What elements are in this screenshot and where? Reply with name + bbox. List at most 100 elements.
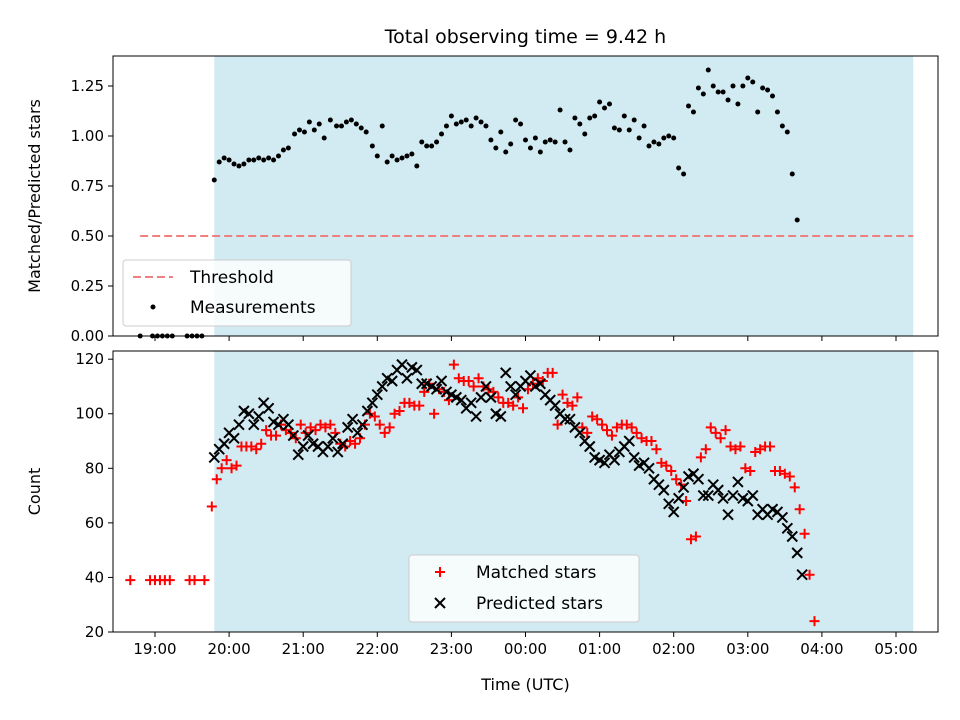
predicted-star-point — [455, 394, 467, 406]
measurement-point — [715, 89, 721, 95]
measurement-point — [631, 117, 637, 123]
matched-star-point — [463, 376, 474, 387]
predicted-star-point — [371, 388, 384, 401]
matched-star-point — [350, 438, 361, 449]
matched-star-point — [295, 419, 306, 430]
predicted-star-point — [248, 418, 260, 431]
matched-star-point — [374, 419, 385, 430]
predicted-star-point — [337, 438, 349, 450]
measurement-point — [448, 113, 454, 119]
matched-star-point — [547, 367, 558, 378]
matched-star-point — [125, 575, 136, 586]
measurement-point — [789, 171, 795, 177]
measurement-point — [251, 157, 257, 163]
measurement-point — [458, 119, 464, 125]
measurement-point — [518, 121, 524, 127]
ratio-panel: 0.00 0.25 0.50 0.75 1.00 1.25 Matched/Predicte… — [25, 26, 939, 345]
y-tick-label: 40 — [85, 568, 104, 586]
matched-star-point — [700, 444, 711, 455]
y-tick-label: 0.00 — [71, 327, 104, 345]
legend-box — [408, 554, 640, 623]
measurement-point — [463, 117, 469, 123]
y-tick-label: 1.00 — [71, 127, 104, 145]
matched-star-point — [602, 425, 613, 436]
measurement-point — [439, 131, 445, 137]
matched-star-point — [784, 471, 795, 482]
matched-star-point — [199, 575, 210, 586]
y-axis-label: Matched/Predicted stars — [25, 99, 44, 293]
predicted-star-point — [233, 418, 245, 431]
y-tick-label: 20 — [85, 623, 104, 641]
x-tick-label: 05:00 — [874, 640, 917, 658]
measurement-point — [562, 139, 568, 145]
measurement-point — [774, 109, 780, 115]
measurement-point — [483, 123, 489, 129]
matched-star-point — [745, 466, 756, 477]
matched-star-point — [666, 466, 677, 477]
matched-star-point — [720, 425, 731, 436]
measurement-point — [285, 145, 291, 151]
predicted-star-point — [559, 413, 571, 425]
x-tick-label: 19:00 — [133, 640, 176, 658]
measurement-point — [661, 135, 667, 141]
measurement-point — [730, 83, 736, 89]
matched-star-point — [221, 455, 232, 466]
measurement-point — [508, 141, 514, 147]
measurement-point — [256, 155, 262, 161]
measurement-point — [611, 125, 617, 131]
measurement-point — [363, 129, 369, 135]
measurement-point — [606, 101, 612, 107]
predicted-star-point — [282, 418, 295, 431]
measurement-point — [389, 153, 395, 159]
measurement-point — [271, 157, 277, 163]
measurement-point — [602, 105, 608, 111]
measurement-point — [296, 127, 302, 133]
measurement-point — [770, 93, 776, 99]
measurement-point — [261, 157, 267, 163]
measurement-point — [532, 135, 538, 141]
measurement-point — [409, 151, 415, 157]
predicted-star-point — [228, 432, 240, 445]
measurement-point — [572, 115, 578, 121]
legend: Matched stars Predicted stars — [408, 554, 640, 623]
predicted-star-point — [643, 462, 655, 475]
predicted-star-point — [677, 481, 690, 494]
predicted-star-point — [732, 476, 744, 488]
measurement-point — [231, 161, 237, 167]
predicted-star-point — [435, 375, 448, 387]
count-panel: 20 40 60 80 100 120 19:00 20:00 21:00 22:00 23:00 0… — [25, 350, 939, 694]
measurement-point — [468, 123, 474, 129]
measurement-point — [740, 83, 746, 89]
x-tick-label: 03:00 — [726, 640, 769, 658]
matched-star-point — [231, 460, 242, 471]
legend-measurement-label: Measurements — [190, 298, 316, 318]
measurement-point — [695, 85, 701, 91]
predicted-star-point — [667, 506, 680, 518]
measurement-point — [221, 155, 227, 161]
measurement-point — [453, 121, 459, 127]
predicted-star-point — [796, 569, 808, 581]
y-tick-label: 0.50 — [71, 227, 104, 245]
matched-star-point — [695, 452, 706, 463]
measurement-point — [226, 157, 232, 163]
matched-star-point — [325, 419, 336, 430]
predicted-star-point — [692, 473, 705, 485]
matched-star-point — [705, 422, 716, 433]
legend-matched-label: Matched stars — [476, 563, 596, 583]
matched-star-point — [508, 400, 519, 411]
matched-star-point — [789, 482, 800, 493]
predicted-star-point — [262, 402, 275, 414]
matched-star-point — [394, 406, 405, 417]
legend: Threshold Measurements — [122, 259, 352, 327]
measurement-point — [542, 139, 548, 145]
matched-star-point — [582, 427, 593, 438]
measurement-point — [394, 157, 400, 163]
predicted-star-point — [361, 405, 374, 417]
measurement-point — [676, 165, 682, 171]
predicted-star-point — [584, 440, 596, 453]
x-tick-label: 00:00 — [504, 640, 547, 658]
predicted-star-point — [346, 413, 359, 425]
predicted-star-point — [564, 413, 576, 425]
measurement-point — [374, 153, 380, 159]
measurement-point — [429, 143, 435, 149]
